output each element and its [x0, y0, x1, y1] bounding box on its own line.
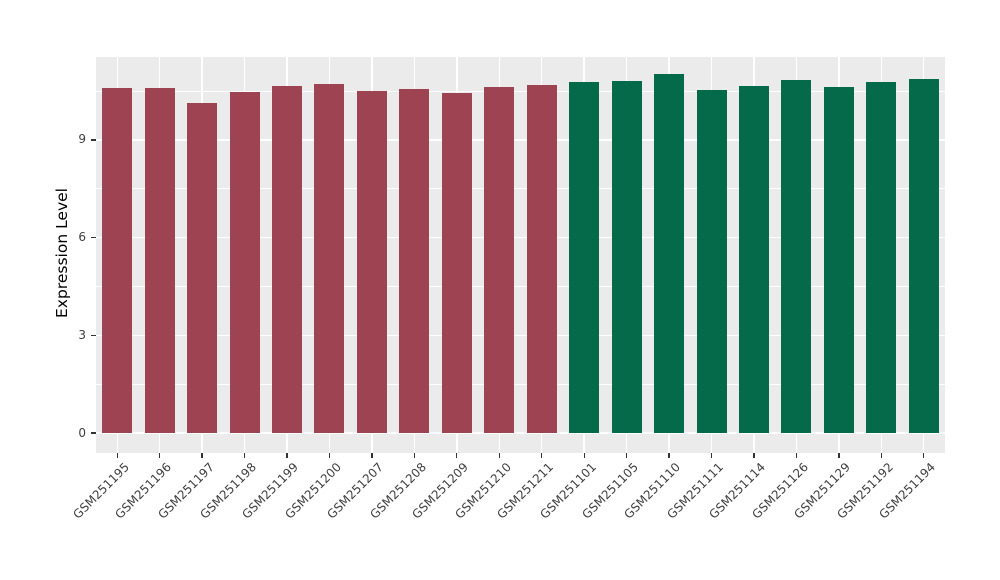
bar: [144, 87, 175, 433]
x-axis-tick: [795, 453, 798, 458]
x-axis-tick: [371, 453, 373, 458]
x-axis-tick: [243, 453, 246, 458]
bar: [356, 90, 387, 433]
x-axis-tick: [923, 453, 925, 458]
bar: [102, 87, 133, 433]
bar: [187, 102, 218, 433]
bar: [781, 80, 812, 433]
bar: [229, 91, 260, 433]
bar: [569, 82, 600, 433]
x-axis-tick: [753, 453, 755, 458]
bar: [823, 86, 854, 433]
x-axis-tick: [413, 453, 416, 458]
gridline-major: [96, 139, 945, 141]
bar: [696, 90, 727, 433]
y-axis-title: Expression Level: [53, 188, 71, 318]
gridline-minor: [96, 188, 945, 190]
x-axis-tick: [201, 453, 203, 458]
x-axis-tick: [583, 453, 585, 458]
x-axis-tick: [880, 453, 882, 458]
y-tick-label: 9: [78, 132, 86, 147]
bar: [908, 79, 939, 433]
x-axis-tick: [838, 453, 840, 458]
gridline-minor: [96, 383, 945, 385]
bar: [441, 92, 472, 433]
bar: [484, 87, 515, 433]
y-axis-tick: [91, 432, 96, 434]
bar: [866, 82, 897, 433]
gridline-major: [96, 432, 945, 434]
y-axis-tick: [91, 236, 96, 239]
gridline-minor: [96, 90, 945, 92]
x-axis-tick: [456, 453, 458, 458]
plot-panel: [96, 57, 945, 453]
bar: [654, 74, 685, 433]
x-axis-tick: [328, 453, 331, 458]
x-axis-tick: [668, 453, 670, 458]
y-axis-tick: [91, 139, 96, 141]
y-tick-label: 3: [78, 327, 86, 342]
x-axis-tick: [286, 453, 288, 458]
x-axis-tick: [710, 453, 713, 458]
x-axis-tick: [625, 453, 628, 458]
gridline-major: [96, 236, 945, 239]
y-axis-tick: [91, 334, 96, 336]
x-axis-tick: [159, 453, 161, 458]
bar: [611, 81, 642, 433]
bar: [272, 85, 303, 433]
x-axis-tick: [498, 453, 500, 458]
y-tick-label: 6: [78, 230, 86, 245]
gridline-major: [96, 334, 945, 336]
gridline-minor: [96, 286, 945, 287]
y-tick-label: 0: [78, 425, 86, 440]
x-axis-tick: [541, 453, 543, 458]
bar: [399, 89, 430, 433]
bar: [526, 84, 557, 433]
bar: [738, 85, 769, 433]
bar: [314, 83, 345, 433]
x-axis-tick: [116, 453, 118, 458]
